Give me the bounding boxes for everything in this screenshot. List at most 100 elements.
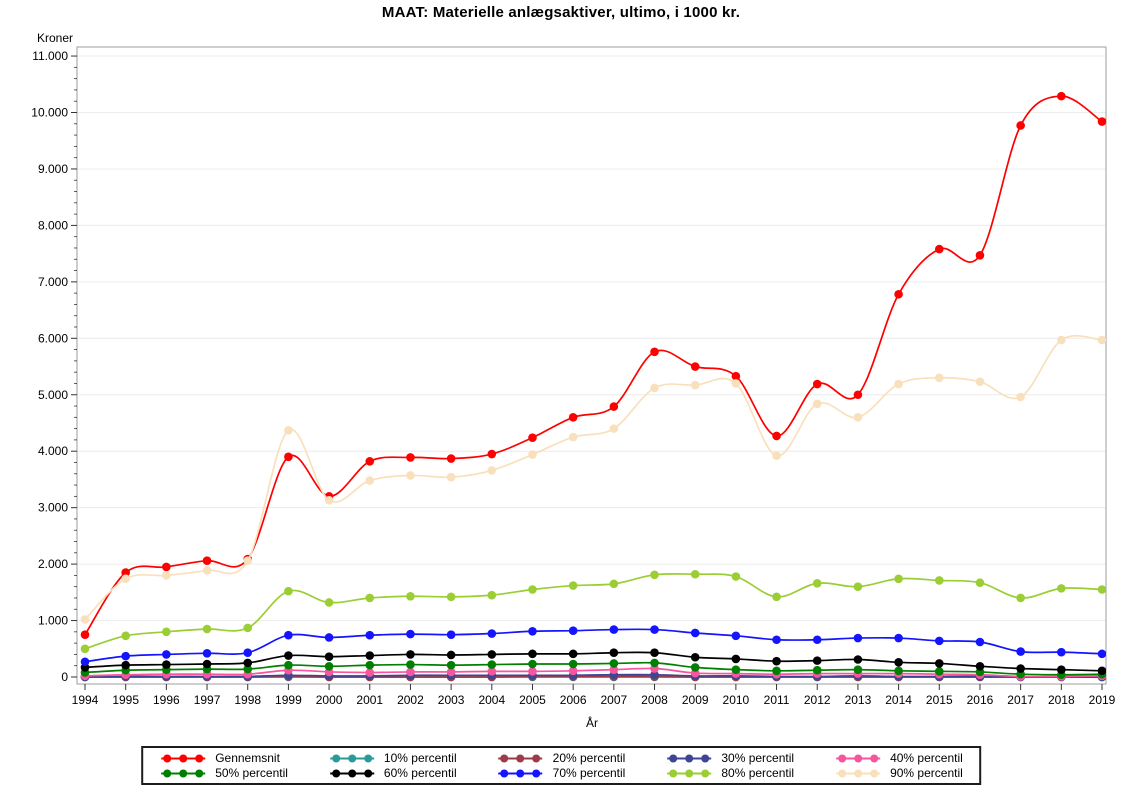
data-point-marker: [365, 457, 375, 466]
data-point-marker: [650, 383, 659, 393]
data-point-marker: [772, 592, 781, 602]
legend-label: 20% percentil: [552, 751, 626, 765]
y-axis: 0 1.000 2.000 3.000 4.000 5.000 6.000 7.000 8.00…: [31, 49, 77, 684]
legend-swatch-icon: [667, 769, 712, 777]
data-point-marker: [528, 649, 537, 659]
data-point-marker: [853, 633, 863, 643]
x-tick-label: 2000: [316, 693, 343, 707]
data-point-marker: [284, 660, 293, 670]
series-40-percentil: [80, 664, 1106, 681]
data-point-marker: [690, 628, 700, 638]
data-point-marker: [894, 633, 903, 643]
data-point-marker: [609, 424, 619, 433]
data-point-marker: [202, 624, 212, 634]
data-point-marker: [528, 626, 537, 636]
data-point-marker: [934, 576, 944, 585]
data-point-marker: [1097, 666, 1106, 676]
data-point-marker: [202, 648, 212, 658]
data-point-marker: [1097, 117, 1106, 126]
data-point-marker: [446, 592, 456, 602]
data-point-marker: [650, 570, 659, 580]
data-point-marker: [568, 581, 578, 590]
data-point-marker: [772, 666, 781, 676]
data-point-marker: [1097, 335, 1106, 345]
data-point-marker: [853, 665, 863, 674]
legend-label: 10% percentil: [383, 751, 457, 765]
series-group: [80, 91, 1106, 682]
data-point-marker: [772, 451, 781, 461]
data-point-marker: [446, 630, 456, 639]
data-point-marker: [528, 667, 537, 676]
data-point-marker: [894, 379, 903, 389]
data-point-marker: [568, 413, 578, 422]
data-point-marker: [243, 648, 253, 658]
data-point-marker: [853, 582, 863, 591]
data-point-marker: [446, 454, 456, 463]
data-point-marker: [812, 656, 822, 665]
data-point-marker: [690, 362, 700, 371]
data-point-marker: [731, 371, 741, 381]
data-point-marker: [772, 656, 781, 666]
data-point-marker: [162, 627, 171, 637]
data-point-marker: [1016, 121, 1025, 130]
data-point-marker: [568, 666, 578, 676]
data-point-marker: [121, 574, 130, 584]
data-point-marker: [284, 651, 293, 660]
x-tick-label: 1998: [234, 693, 261, 707]
data-point-marker: [568, 649, 578, 659]
data-point-marker: [487, 590, 497, 600]
data-point-marker: [365, 593, 375, 603]
x-tick-label: 2017: [1007, 693, 1034, 707]
legend-label: 90% percentil: [890, 766, 963, 780]
legend-item-80-percentil: 80% percentil: [665, 766, 794, 780]
data-point-marker: [772, 635, 781, 645]
x-tick-label: 2003: [438, 693, 465, 707]
y-tick-label: 11.000: [32, 49, 68, 63]
data-point-marker: [80, 657, 90, 667]
x-tick-label: 2007: [600, 693, 627, 707]
data-point-marker: [406, 650, 415, 659]
data-point-marker: [690, 380, 700, 390]
data-point-marker: [934, 373, 944, 383]
legend-swatch-icon: [161, 754, 206, 762]
x-tick-label: 1997: [194, 693, 221, 707]
data-point-marker: [853, 655, 863, 664]
data-point-marker: [446, 660, 456, 670]
data-point-marker: [324, 598, 334, 607]
data-point-marker: [812, 578, 822, 588]
data-point-marker: [80, 615, 90, 624]
legend-label: Gennemsnit: [215, 751, 280, 765]
legend-item-60-percentil: 60% percentil: [328, 766, 457, 780]
y-tick-label: 3.000: [38, 501, 68, 515]
data-point-marker: [731, 379, 741, 388]
data-point-marker: [690, 652, 700, 662]
data-point-marker: [934, 659, 944, 668]
legend-item-30-percentil: 30% percentil: [665, 751, 794, 765]
series-90-percentil: [80, 334, 1106, 624]
y-tick-label: 1.000: [38, 614, 68, 628]
x-tick-label: 2015: [926, 693, 953, 707]
x-tick-label: 2009: [682, 693, 709, 707]
data-point-marker: [812, 635, 822, 645]
y-tick-label: 2.000: [38, 557, 68, 571]
legend-item-gennemsnit: Gennemsnit: [159, 751, 288, 765]
data-point-marker: [284, 586, 293, 596]
data-point-marker: [162, 650, 171, 659]
legend-item-20-percentil: 20% percentil: [497, 751, 626, 765]
x-tick-label: 2014: [885, 693, 912, 707]
data-point-marker: [1057, 584, 1066, 593]
data-point-marker: [609, 665, 619, 674]
y-tick-label: 5.000: [38, 388, 68, 402]
data-point-marker: [1057, 647, 1066, 657]
data-point-marker: [202, 556, 212, 566]
data-point-marker: [894, 574, 903, 584]
x-tick-label: 2013: [845, 693, 872, 707]
data-point-marker: [406, 453, 415, 462]
data-point-marker: [853, 390, 863, 400]
data-point-marker: [243, 623, 253, 633]
x-tick-label: 2010: [723, 693, 750, 707]
legend-swatch-icon: [836, 754, 881, 762]
x-tick-label: 2019: [1089, 693, 1116, 707]
legend-swatch-icon: [498, 754, 543, 762]
